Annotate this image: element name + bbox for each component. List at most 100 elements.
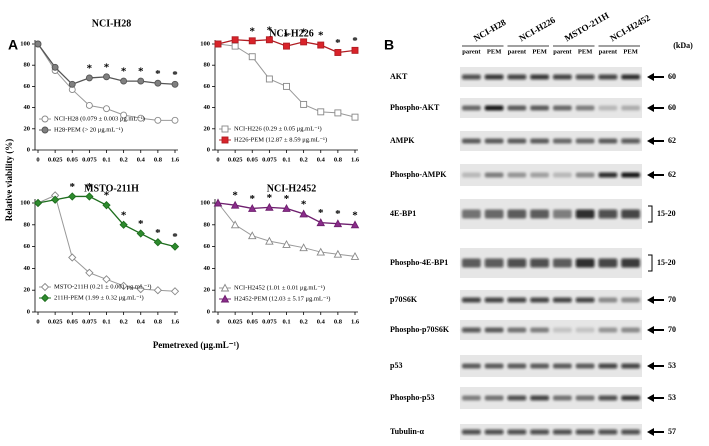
x-tick-label: 0.025 bbox=[228, 318, 243, 325]
marker bbox=[265, 36, 273, 44]
x-tick-label: 0.4 bbox=[137, 156, 146, 163]
legend-label: MSTO-211H (0.21 ± 0.001 μg.mL⁻¹) bbox=[54, 283, 151, 290]
x-tick-label: 0.2 bbox=[120, 156, 128, 163]
lane-label: PEM bbox=[532, 48, 546, 55]
x-tick-label: 1.6 bbox=[171, 318, 180, 325]
band bbox=[598, 138, 618, 144]
marker bbox=[154, 79, 162, 87]
marker bbox=[68, 253, 77, 262]
blot-background bbox=[460, 164, 642, 186]
marker bbox=[282, 204, 291, 212]
blot-background bbox=[460, 424, 642, 440]
band bbox=[462, 297, 481, 303]
band bbox=[530, 105, 549, 111]
marker bbox=[103, 105, 110, 113]
blot-background bbox=[460, 320, 642, 340]
significance-mark: * bbox=[301, 198, 307, 210]
blot-background bbox=[460, 290, 642, 310]
x-tick-label: 0 bbox=[36, 318, 39, 325]
cell-line-label: MSTO-211H bbox=[563, 10, 611, 43]
significance-mark: * bbox=[104, 190, 110, 202]
marker bbox=[213, 198, 223, 207]
x-tick-label: 0.075 bbox=[262, 318, 277, 325]
kda-label: 62 bbox=[668, 170, 676, 179]
arrow-head bbox=[647, 171, 654, 179]
band bbox=[507, 105, 527, 111]
y-tick-label: 80 bbox=[204, 221, 211, 228]
blot-background bbox=[460, 131, 642, 151]
legend-label: NCI-H28 (0.079 ± 0.003 μg.mL⁻¹) bbox=[54, 115, 145, 122]
band bbox=[598, 105, 618, 111]
band bbox=[530, 172, 549, 178]
band bbox=[575, 74, 595, 80]
x-tick-label: 0.4 bbox=[317, 318, 326, 325]
band bbox=[484, 258, 504, 268]
kda-label: 53 bbox=[668, 393, 676, 402]
band bbox=[621, 138, 640, 144]
panel-label: B bbox=[384, 37, 394, 53]
significance-mark: * bbox=[267, 192, 273, 204]
band bbox=[507, 258, 527, 268]
kda-label: 15-20 bbox=[657, 209, 676, 218]
band bbox=[621, 258, 640, 268]
marker bbox=[230, 220, 240, 229]
legend-label: 211H-PEM (1.99 ± 0.32 μg.mL⁻¹) bbox=[54, 294, 144, 301]
band bbox=[598, 297, 618, 303]
band bbox=[530, 429, 549, 435]
y-tick-label: 100 bbox=[20, 199, 30, 206]
significance-mark: * bbox=[284, 31, 290, 43]
x-tick-label: 0 bbox=[216, 156, 219, 163]
y-tick-label: 60 bbox=[204, 83, 211, 90]
y-tick-label: 0 bbox=[207, 146, 210, 153]
band bbox=[553, 258, 572, 268]
marker bbox=[103, 73, 110, 81]
arrow-head bbox=[647, 104, 654, 112]
panel-label: A bbox=[8, 37, 18, 53]
marker bbox=[41, 115, 49, 123]
kda-label: 15-20 bbox=[657, 258, 676, 267]
x-tick-label: 0.05 bbox=[67, 318, 79, 325]
kda-label: 60 bbox=[668, 103, 676, 112]
band bbox=[553, 395, 572, 401]
chart-title: NCI-H2452 bbox=[267, 183, 316, 194]
y-tick-label: 20 bbox=[204, 125, 211, 132]
marker bbox=[120, 77, 128, 85]
band bbox=[507, 209, 527, 219]
band bbox=[621, 395, 640, 401]
band bbox=[484, 327, 504, 333]
significance-mark: * bbox=[172, 69, 178, 81]
band bbox=[575, 172, 595, 178]
marker bbox=[153, 286, 163, 295]
band bbox=[598, 363, 618, 369]
band bbox=[462, 429, 481, 435]
x-tick-label: 0.025 bbox=[48, 156, 63, 163]
cell-line-label: NCI-H2452 bbox=[608, 12, 652, 43]
band bbox=[621, 105, 640, 111]
y-tick-label: 20 bbox=[24, 125, 31, 132]
band bbox=[553, 297, 572, 303]
protein-label: Tubulin-α bbox=[390, 427, 425, 436]
blot-background bbox=[460, 67, 642, 87]
band bbox=[507, 297, 527, 303]
marker bbox=[33, 198, 43, 208]
significance-mark: * bbox=[121, 209, 127, 221]
marker bbox=[51, 63, 59, 71]
lane-label: parent bbox=[599, 48, 618, 55]
band bbox=[484, 429, 504, 435]
band bbox=[598, 327, 618, 333]
arrow-head bbox=[647, 428, 654, 436]
band bbox=[484, 74, 504, 80]
marker bbox=[85, 74, 93, 82]
y-tick-label: 40 bbox=[204, 265, 211, 272]
lane-label: parent bbox=[462, 48, 481, 55]
band bbox=[575, 363, 595, 369]
significance-mark: * bbox=[284, 193, 290, 205]
band bbox=[507, 327, 527, 333]
cell-line-label: NCI-H28 bbox=[472, 17, 508, 44]
significance-mark: * bbox=[121, 66, 127, 78]
marker bbox=[119, 220, 128, 229]
arrow-head bbox=[647, 296, 654, 304]
chart-title: MSTO-211H bbox=[84, 183, 139, 194]
marker bbox=[265, 202, 274, 211]
x-tick-label: 0.1 bbox=[102, 156, 110, 163]
